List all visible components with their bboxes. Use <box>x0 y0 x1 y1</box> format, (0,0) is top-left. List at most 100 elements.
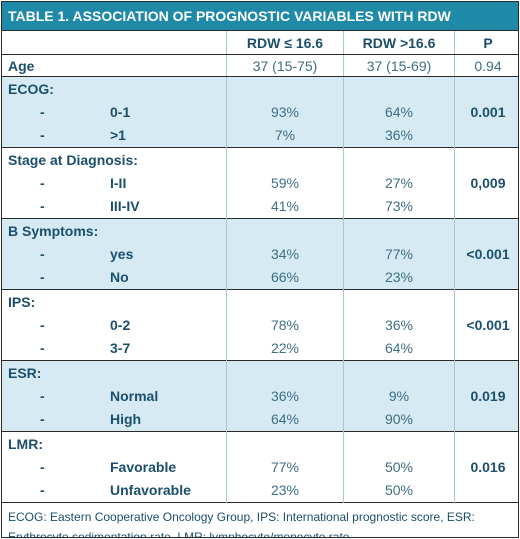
subgroup-row: - 3-7 <box>2 337 226 360</box>
subgroup-label: 0-1 <box>110 104 131 120</box>
rdw-low-cell: 78% 22% <box>226 289 344 361</box>
subgroup-label: >1 <box>110 127 126 143</box>
rdw-low-cell: 36% 64% <box>226 360 344 432</box>
subgroup-row: - 0-2 <box>2 314 226 337</box>
rdw-high-value: 64% <box>384 104 414 120</box>
table-row: ECOG: -0-1- >1 93% 7% 64% 36% 0.001 <box>2 76 518 148</box>
rdw-high-value: 36% <box>384 317 414 333</box>
results-table: RDW ≤ 16.6 RDW >16.6 P Age 37 (15-75) 37… <box>2 31 518 503</box>
bullet-dash: - <box>40 482 45 498</box>
rdw-high-cell: 9% 90% <box>343 360 455 432</box>
rdw-low-cell: 59% 41% <box>226 147 344 219</box>
footnote: ECOG: Eastern Cooperative Oncology Group… <box>2 503 518 537</box>
subgroup-label: High <box>110 411 142 427</box>
subgroup-row: - Normal <box>2 385 226 408</box>
subgroup-row: - Favorable <box>2 456 226 479</box>
variable-label: IPS: <box>8 294 36 310</box>
rdw-high-value: 64% <box>384 340 414 356</box>
age-rdw-high: 37 (15-69) <box>343 54 455 77</box>
bullet-dash: - <box>40 246 45 262</box>
subgroup-row: - Unfavorable <box>2 479 226 502</box>
subgroup-label: Favorable <box>110 459 177 475</box>
rdw-low-value: 66% <box>270 269 300 285</box>
header-cell-p: P <box>454 31 518 55</box>
rdw-low-value: 93% <box>270 104 300 120</box>
rdw-high-value: 77% <box>384 246 414 262</box>
rdw-high-value: 73% <box>384 198 414 214</box>
subgroup-row: - III-IV <box>2 195 226 218</box>
rdw-high-cell: 64% 36% <box>343 76 455 148</box>
table-row: IPS: -0-2-3-7 78% 22% 36% 64% <0.001 <box>2 289 518 361</box>
rdw-low-value: 78% <box>270 317 300 333</box>
variable-label: ECOG: <box>8 81 54 97</box>
subgroup-label: No <box>110 269 129 285</box>
subgroup-label: Unfavorable <box>110 482 191 498</box>
variable-cell: ECOG: - 0-1 - >1 <box>2 76 227 148</box>
rdw-low-cell: 34% 66% <box>226 218 344 290</box>
rdw-low-value: 59% <box>270 175 300 191</box>
variable-label: B Symptoms: <box>8 223 99 239</box>
subgroup-row: - >1 <box>2 124 226 147</box>
variable-label: ESR: <box>8 365 42 381</box>
rdw-high-value: 50% <box>384 482 414 498</box>
variable-cell: B Symptoms: - yes - No <box>2 218 227 290</box>
rdw-low-value: 64% <box>270 411 300 427</box>
rdw-low-value: 22% <box>270 340 300 356</box>
p-value: <0.001 <box>454 289 518 361</box>
rdw-high-cell: 77% 23% <box>343 218 455 290</box>
age-p-value: 0.94 <box>454 54 518 77</box>
variable-cell: LMR: - Favorable - Unfavorable <box>2 431 227 503</box>
table-row: B Symptoms: - yes - No 34% 66% 77% 23% <0.001 <box>2 218 518 290</box>
age-row: Age 37 (15-75) 37 (15-69) 0.94 <box>2 54 518 77</box>
rdw-low-cell: 77% 23% <box>226 431 344 503</box>
rdw-low-value: 7% <box>274 127 296 143</box>
subgroup-label: yes <box>110 246 134 262</box>
rdw-high-value: 23% <box>384 269 414 285</box>
table-title: TABLE 1. ASSOCIATION OF PROGNOSTIC VARIA… <box>2 2 518 31</box>
header-row: RDW ≤ 16.6 RDW >16.6 P <box>2 31 518 55</box>
variable-cell: ESR: - Normal - High <box>2 360 227 432</box>
rdw-high-value: 36% <box>384 127 414 143</box>
bullet-dash: - <box>40 198 45 214</box>
variable-cell: Stage at Diagnosis: - I-II - III-IV <box>2 147 227 219</box>
bullet-dash: - <box>40 411 45 427</box>
rdw-low-cell: 93% 7% <box>226 76 344 148</box>
rdw-low-value: 36% <box>270 388 300 404</box>
rdw-low-value: 41% <box>270 198 300 214</box>
bullet-dash: - <box>40 269 45 285</box>
rdw-low-value: 23% <box>270 482 300 498</box>
subgroup-label: 0-2 <box>110 317 131 333</box>
table-row: LMR: - Favorable - Unfavorable 77% 23% 50% 50% 0.… <box>2 431 518 503</box>
rdw-high-value: 27% <box>384 175 414 191</box>
p-value: 0.001 <box>454 76 518 148</box>
rdw-high-value: 90% <box>384 411 414 427</box>
age-rdw-low: 37 (15-75) <box>226 54 344 77</box>
header-cell-rdw-high: RDW >16.6 <box>343 31 455 55</box>
p-value: 0,009 <box>454 147 518 219</box>
subgroup-row: - No <box>2 266 226 289</box>
p-value: <0.001 <box>454 218 518 290</box>
rdw-low-value: 77% <box>270 459 300 475</box>
table-row: ESR: - Normal - High 36% 64% 9% 90% 0.019 <box>2 360 518 432</box>
variable-label: Stage at Diagnosis: <box>8 152 138 168</box>
rdw-high-value: 9% <box>388 388 410 404</box>
subgroup-row: - I-II <box>2 172 226 195</box>
subgroup-row: - High <box>2 408 226 431</box>
subgroup-label: 3-7 <box>110 340 131 356</box>
subgroup-label: III-IV <box>110 198 140 214</box>
subgroup-label: I-II <box>110 175 127 191</box>
subgroup-row: - yes <box>2 243 226 266</box>
bullet-dash: - <box>40 317 45 333</box>
p-value: 0.019 <box>454 360 518 432</box>
header-cell-rdw-low: RDW ≤ 16.6 <box>226 31 344 55</box>
rdw-high-cell: 36% 64% <box>343 289 455 361</box>
rdw-low-value: 34% <box>270 246 300 262</box>
rdw-high-cell: 50% 50% <box>343 431 455 503</box>
bullet-dash: - <box>40 104 45 120</box>
variable-cell: IPS: -0-2-3-7 <box>2 289 227 361</box>
variable-label: LMR: <box>8 436 43 452</box>
table-row: Stage at Diagnosis: - I-II - III-IV 59% 41% 27%… <box>2 147 518 219</box>
rdw-high-value: 50% <box>384 459 414 475</box>
bullet-dash: - <box>40 340 45 356</box>
